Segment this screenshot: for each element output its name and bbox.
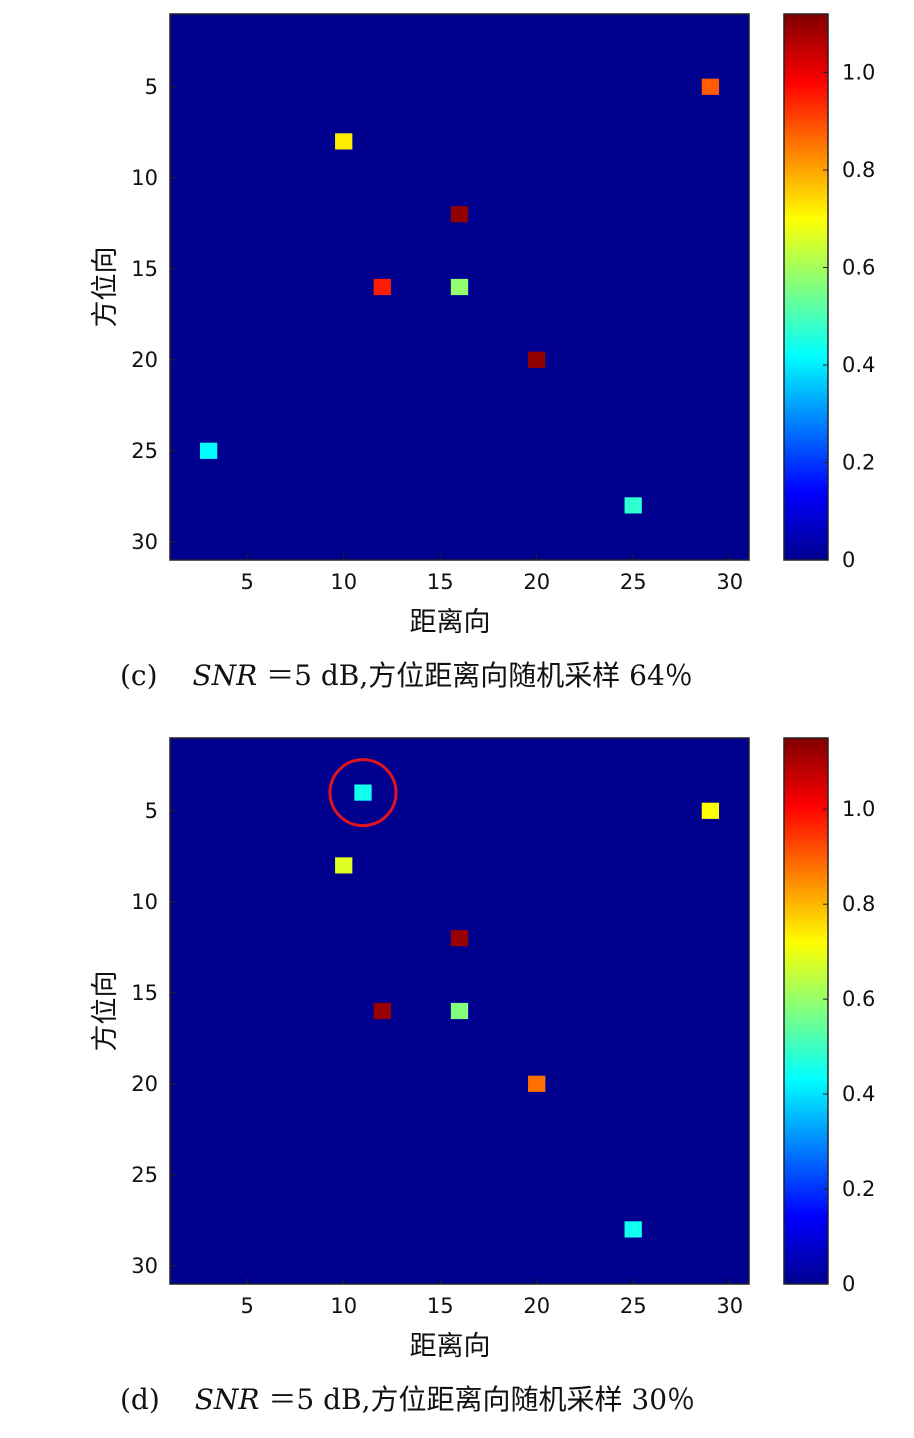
panel-d: 5 10 15 20 25 30 5 10 15 20 25 30 0 0.2 0.4 0.6 0.8 1.0… [90, 737, 875, 1416]
colorbar-tick-label: 0.6 [842, 256, 875, 280]
y-tick-label: 20 [131, 348, 158, 372]
x-tick-label: 5 [241, 1294, 254, 1318]
colorbar-tick-label: 0 [842, 548, 855, 572]
caption-snr: SNR [195, 1383, 260, 1416]
y-tick-label: 10 [131, 890, 158, 914]
y-tick-label: 30 [131, 1254, 158, 1278]
x-axis-label: 距离向 [410, 607, 491, 638]
x-tick-label: 30 [716, 570, 743, 594]
colorbar [783, 737, 829, 1285]
colorbar-ticks: 0 0.2 0.4 0.6 0.8 1.0 [823, 61, 875, 572]
heatmap-cell [701, 78, 720, 95]
heatmap-cell [199, 442, 218, 459]
caption-label: (d) [120, 1383, 160, 1416]
colorbar-tick-label: 0.6 [842, 987, 875, 1011]
heatmap-cell [701, 802, 720, 819]
highlight-circle [328, 758, 398, 828]
heatmap-cell [450, 278, 469, 296]
data-points [335, 784, 720, 1238]
panel-c: 5 10 15 20 25 30 5 10 15 20 25 30 0 0.2 0.4 0.6 0.8 1.0… [90, 13, 875, 692]
heatmap-cell [624, 497, 642, 514]
heatmap-cell [624, 1221, 642, 1238]
colorbar-ticks: 0 0.2 0.4 0.6 0.8 1.0 [823, 797, 875, 1296]
heatmap-cell [528, 351, 546, 368]
y-axis-label: 方位向 [90, 247, 121, 328]
y-axis-label: 方位向 [90, 971, 121, 1052]
heatmap-cell [373, 1002, 391, 1020]
x-tick-label: 5 [241, 570, 254, 594]
x-tick-label: 10 [330, 1294, 357, 1318]
x-tick-label: 15 [427, 570, 454, 594]
x-axis-label: 距离向 [410, 1331, 491, 1362]
x-tick-label: 30 [716, 1294, 743, 1318]
heatmap-cell [354, 784, 372, 801]
y-tick-label: 15 [131, 257, 158, 281]
colorbar-tick-label: 0.2 [842, 451, 875, 475]
x-tick-label: 25 [620, 1294, 647, 1318]
x-tick-label: 15 [427, 1294, 454, 1318]
caption-text: ＝5 dB,方位距离向随机采样 64％ [266, 659, 693, 692]
y-tick-label: 25 [131, 1163, 158, 1187]
y-tick-label: 5 [145, 75, 158, 99]
heatmap-cell [450, 206, 469, 223]
caption-text: ＝5 dB,方位距离向随机采样 30％ [268, 1383, 695, 1416]
y-tick-label: 10 [131, 166, 158, 190]
caption-label: (c) [120, 659, 158, 692]
data-points [199, 78, 720, 514]
colorbar-tick-label: 0.4 [842, 353, 875, 377]
x-tick-label: 10 [330, 570, 357, 594]
colorbar-tick-label: 1.0 [842, 61, 875, 85]
y-tick-label: 20 [131, 1072, 158, 1096]
heatmap-cell [335, 857, 353, 874]
colorbar-tick-label: 1.0 [842, 797, 875, 821]
heatmap-cell [335, 133, 353, 150]
y-tick-label: 25 [131, 439, 158, 463]
caption: (d) SNR ＝5 dB,方位距离向随机采样 30％ [120, 1383, 695, 1416]
x-ticks: 5 10 15 20 25 30 [241, 1278, 743, 1318]
y-tick-label: 15 [131, 981, 158, 1005]
colorbar-tick-label: 0.8 [842, 892, 875, 916]
caption: (c) SNR ＝5 dB,方位距离向随机采样 64％ [120, 659, 693, 692]
x-tick-label: 20 [523, 1294, 550, 1318]
colorbar-tick-label: 0.8 [842, 158, 875, 182]
heatmap-cell [450, 1002, 469, 1020]
x-tick-label: 20 [523, 570, 550, 594]
colorbar-tick-label: 0.4 [842, 1082, 875, 1106]
colorbar-tick-label: 0 [842, 1272, 855, 1296]
colorbar [783, 13, 829, 561]
heatmap-cell [373, 278, 391, 296]
y-ticks: 5 10 15 20 25 30 [131, 75, 176, 554]
y-tick-label: 30 [131, 530, 158, 554]
y-ticks: 5 10 15 20 25 30 [131, 799, 176, 1278]
x-tick-label: 25 [620, 570, 647, 594]
x-ticks: 5 10 15 20 25 30 [241, 554, 743, 594]
colorbar-tick-label: 0.2 [842, 1177, 875, 1201]
annotations [328, 758, 398, 828]
heatmap-cell [450, 930, 469, 947]
caption-snr: SNR [192, 659, 257, 692]
heatmap-cell [528, 1075, 546, 1092]
y-tick-label: 5 [145, 799, 158, 823]
